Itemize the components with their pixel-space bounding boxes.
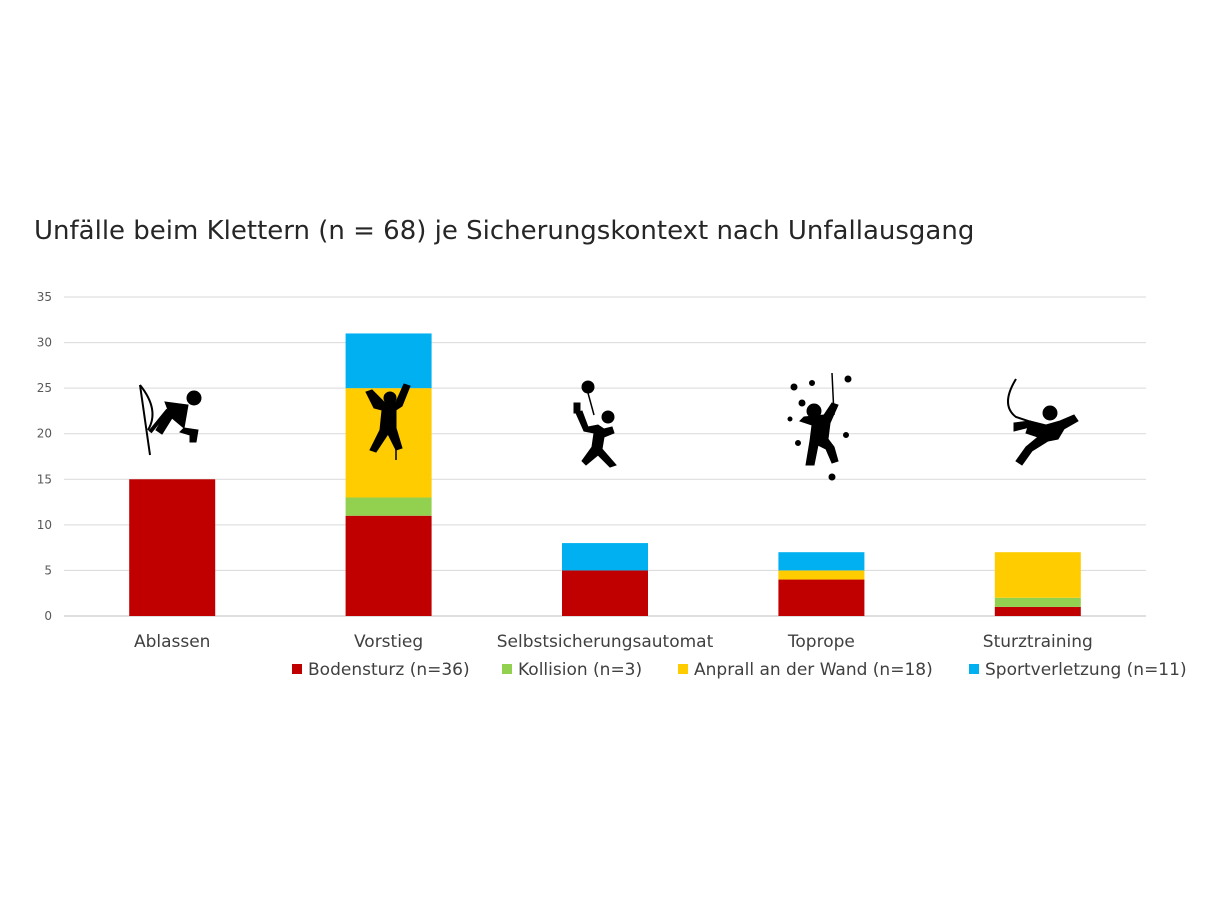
y-axis-ticks: 0 5 10 15 20 25 30 35 (37, 290, 52, 623)
x-axis-categories: Ablassen Vorstieg Selbstsicherungsautomat T… (134, 632, 1093, 652)
bar-segment (778, 579, 865, 616)
pictograms (139, 372, 1079, 481)
bar-segment (345, 497, 432, 516)
legend-swatch (502, 664, 512, 674)
legend-label: Kollision (n=3) (518, 660, 642, 680)
x-category-label: Sturztraining (983, 632, 1093, 652)
bar-segment (994, 552, 1081, 598)
lead-climber-icon (365, 383, 411, 460)
fall-training-climber-icon (1007, 378, 1079, 466)
y-tick-label: 20 (37, 427, 52, 441)
legend-swatch (292, 664, 302, 674)
legend-label: Bodensturz (n=36) (308, 660, 470, 680)
x-category-label: Toprope (787, 632, 855, 652)
bar-segment (345, 515, 432, 616)
y-tick-label: 5 (44, 563, 52, 577)
chart-title: Unfälle beim Klettern (n = 68) je Sicher… (34, 216, 975, 246)
legend-label: Sportverletzung (n=11) (985, 660, 1187, 680)
legend-label: Anprall an der Wand (n=18) (694, 660, 933, 680)
y-tick-label: 0 (44, 609, 52, 623)
bar-segment (778, 552, 865, 571)
bar-segment (129, 479, 216, 616)
bars (129, 333, 1081, 616)
legend-swatch (678, 664, 688, 674)
y-tick-label: 10 (37, 518, 52, 532)
toprope-climber-icon (787, 372, 852, 481)
bar-segment (562, 543, 648, 571)
legend: Bodensturz (n=36) Kollision (n=3) Anprall … (292, 660, 1187, 680)
bar-segment (345, 333, 432, 389)
bar-segment (994, 597, 1081, 607)
bar-segment (994, 606, 1081, 616)
lowering-climber-icon (139, 384, 202, 456)
legend-swatch (969, 664, 979, 674)
y-tick-label: 15 (37, 472, 52, 486)
x-category-label: Selbstsicherungsautomat (497, 632, 714, 652)
y-tick-label: 35 (37, 290, 52, 304)
x-category-label: Ablassen (134, 632, 211, 652)
bar-segment (562, 570, 648, 616)
bar-segment (778, 570, 865, 580)
auto-belay-climber-icon (573, 380, 617, 468)
y-tick-label: 25 (37, 381, 52, 395)
y-tick-label: 30 (37, 336, 52, 350)
x-category-label: Vorstieg (354, 632, 423, 652)
